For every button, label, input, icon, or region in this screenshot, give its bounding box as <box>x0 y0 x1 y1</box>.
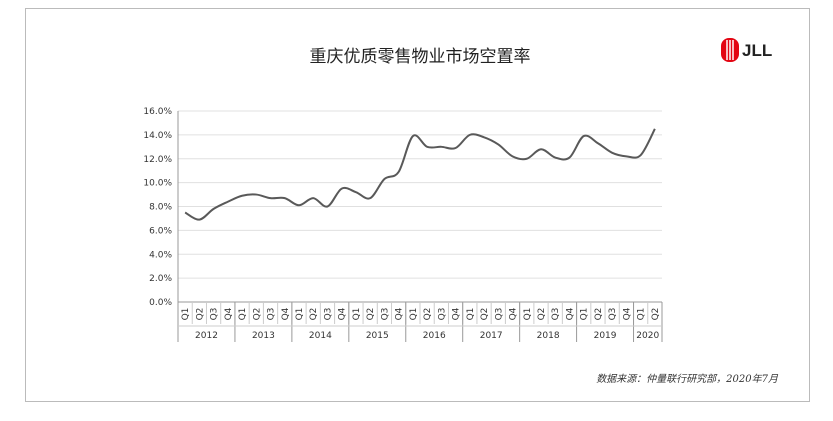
y-tick-label: 6.0% <box>149 226 172 236</box>
x-tick-label: Q4 <box>395 307 405 320</box>
group-label: 2017 <box>480 331 503 341</box>
x-tick-label: Q3 <box>494 308 504 321</box>
group-label: 2019 <box>594 331 617 341</box>
group-label: 2016 <box>423 331 446 341</box>
x-tick-label: Q4 <box>509 307 519 320</box>
y-tick-label: 12.0% <box>143 155 172 165</box>
y-tick-label: 2.0% <box>149 274 172 284</box>
group-label: 2015 <box>366 331 389 341</box>
x-tick-label: Q2 <box>366 308 376 321</box>
y-tick-label: 8.0% <box>149 203 172 213</box>
x-tick-label: Q1 <box>295 308 305 321</box>
x-tick-label: Q2 <box>480 308 490 321</box>
x-tick-label: Q1 <box>181 308 191 321</box>
x-tick-label: Q1 <box>637 308 647 321</box>
x-tick-label: Q3 <box>380 308 390 321</box>
group-label: 2020 <box>636 331 659 341</box>
x-tick-label: Q4 <box>281 307 291 320</box>
y-tick-label: 0.0% <box>149 298 172 308</box>
y-tick-label: 14.0% <box>143 131 172 141</box>
x-tick-label: Q1 <box>409 308 419 321</box>
chart-title: 重庆优质零售物业市场空置率 <box>310 47 531 67</box>
group-label: 2013 <box>252 331 275 341</box>
x-tick-label: Q3 <box>210 308 220 321</box>
x-tick-label: Q1 <box>466 308 476 321</box>
x-tick-label: Q2 <box>651 308 661 321</box>
x-tick-label: Q4 <box>452 307 462 320</box>
x-tick-label: Q4 <box>224 307 234 320</box>
x-tick-label: Q1 <box>352 308 362 321</box>
source-note: 数据来源：仲量联行研究部，2020年7月 <box>596 373 779 385</box>
group-label: 2014 <box>309 331 332 341</box>
x-tick-label: Q2 <box>537 308 547 321</box>
x-tick-label: Q2 <box>195 308 205 321</box>
x-tick-label: Q3 <box>267 308 277 321</box>
x-tick-label: Q3 <box>437 308 447 321</box>
y-tick-label: 4.0% <box>149 250 172 260</box>
x-tick-label: Q2 <box>252 308 262 321</box>
y-tick-label: 16.0% <box>143 107 172 117</box>
frame <box>25 8 810 402</box>
x-tick-label: Q4 <box>338 307 348 320</box>
group-label: 2012 <box>195 331 218 341</box>
group-label: 2018 <box>537 331 560 341</box>
x-tick-label: Q2 <box>594 308 604 321</box>
logo-text: JLL <box>742 41 772 60</box>
x-tick-label: Q1 <box>523 308 533 321</box>
x-tick-label: Q1 <box>580 308 590 321</box>
logo: JLL <box>721 38 772 62</box>
x-tick-label: Q3 <box>608 308 618 321</box>
x-tick-label: Q3 <box>551 308 561 321</box>
x-tick-label: Q2 <box>423 308 433 321</box>
x-tick-label: Q3 <box>323 308 333 321</box>
x-tick-label: Q1 <box>238 308 248 321</box>
y-tick-label: 10.0% <box>143 179 172 189</box>
line-series <box>184 128 656 221</box>
x-tick-label: Q4 <box>565 307 575 320</box>
x-tick-label: Q4 <box>622 307 632 320</box>
x-tick-label: Q2 <box>309 308 319 321</box>
